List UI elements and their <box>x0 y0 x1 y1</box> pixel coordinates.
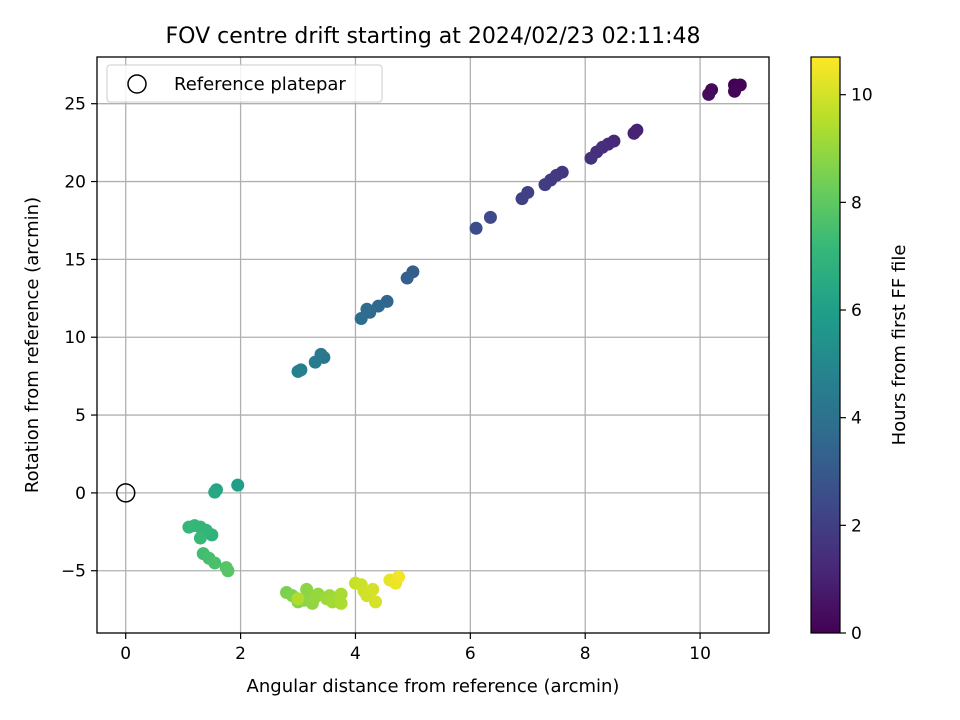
scatter-points <box>182 78 747 610</box>
colorbar-tick-label: 6 <box>851 301 862 321</box>
data-point <box>469 221 483 235</box>
y-tick-label: 10 <box>64 328 86 348</box>
data-point <box>728 84 742 98</box>
colorbar-tick-label: 8 <box>851 193 862 213</box>
x-tick-label: 8 <box>580 644 591 664</box>
legend: Reference platepar <box>106 64 383 103</box>
data-point <box>231 478 245 492</box>
data-point <box>291 364 305 378</box>
y-tick-label: 25 <box>64 95 86 115</box>
data-point <box>221 564 235 578</box>
data-point <box>182 520 196 534</box>
y-tick-label: 5 <box>75 406 86 426</box>
colorbar-tick-label: 10 <box>851 86 873 106</box>
y-tick-label: 20 <box>64 173 86 193</box>
colorbar-label: Hours from first FF file <box>889 245 910 446</box>
data-point <box>354 312 368 326</box>
colorbar-tick-label: 2 <box>851 516 862 536</box>
x-tick-label: 2 <box>235 644 246 664</box>
data-point <box>400 271 414 285</box>
y-tick-label: 15 <box>64 250 86 270</box>
x-tick-label: 6 <box>465 644 476 664</box>
data-point <box>515 192 529 206</box>
legend-label-reference-platepar: Reference platepar <box>174 74 346 95</box>
y-axis-ticks: −5 0 5 10 15 20 25 <box>61 95 97 582</box>
data-point <box>308 355 322 369</box>
chart-title: FOV centre drift starting at 2024/02/23 … <box>166 24 701 49</box>
colorbar-tick-label: 0 <box>851 624 862 644</box>
colorbar-gradient <box>810 56 841 634</box>
data-point <box>208 556 222 570</box>
y-tick-label: −5 <box>61 562 86 582</box>
y-axis-label: Rotation from reference (arcmin) <box>22 197 43 493</box>
x-tick-label: 10 <box>689 644 711 664</box>
data-point <box>291 592 305 606</box>
colorbar: 0 2 4 6 8 10 Hours from first FF file <box>810 56 910 644</box>
data-point <box>369 595 383 609</box>
data-point <box>584 151 598 165</box>
data-point <box>334 596 348 610</box>
legend-open-circle-marker <box>127 74 147 94</box>
data-point <box>360 302 374 316</box>
plot-frame <box>96 56 770 634</box>
y-tick-label: 0 <box>75 484 86 504</box>
x-axis-ticks: 0 2 4 6 8 10 <box>120 633 711 664</box>
x-tick-label: 0 <box>120 644 131 664</box>
data-point <box>208 485 222 499</box>
colorbar-ticks: 0 2 4 6 8 10 <box>840 86 873 644</box>
reference-platepar-marker <box>115 483 136 503</box>
data-point <box>366 582 380 596</box>
legend-box <box>106 64 383 103</box>
data-point <box>193 531 207 545</box>
x-tick-label: 4 <box>350 644 361 664</box>
x-axis-label: Angular distance from reference (arcmin) <box>247 676 620 697</box>
data-point <box>538 178 552 192</box>
colorbar-tick-label: 4 <box>851 409 862 429</box>
data-point <box>483 210 497 224</box>
plot-area: 0 2 4 6 8 10 −5 0 5 10 15 20 25 Reference platepar <box>61 56 770 664</box>
data-point <box>392 570 406 584</box>
data-point <box>702 87 716 101</box>
data-point <box>334 587 348 601</box>
data-point <box>627 126 641 140</box>
gridlines <box>97 57 769 633</box>
